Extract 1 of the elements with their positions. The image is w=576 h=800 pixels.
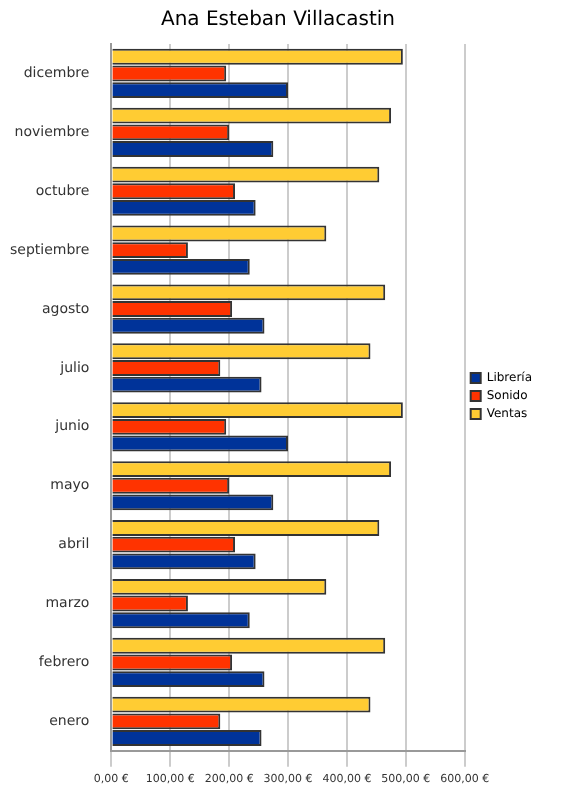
chart-title: Ana Esteban Villacastin xyxy=(160,9,396,32)
